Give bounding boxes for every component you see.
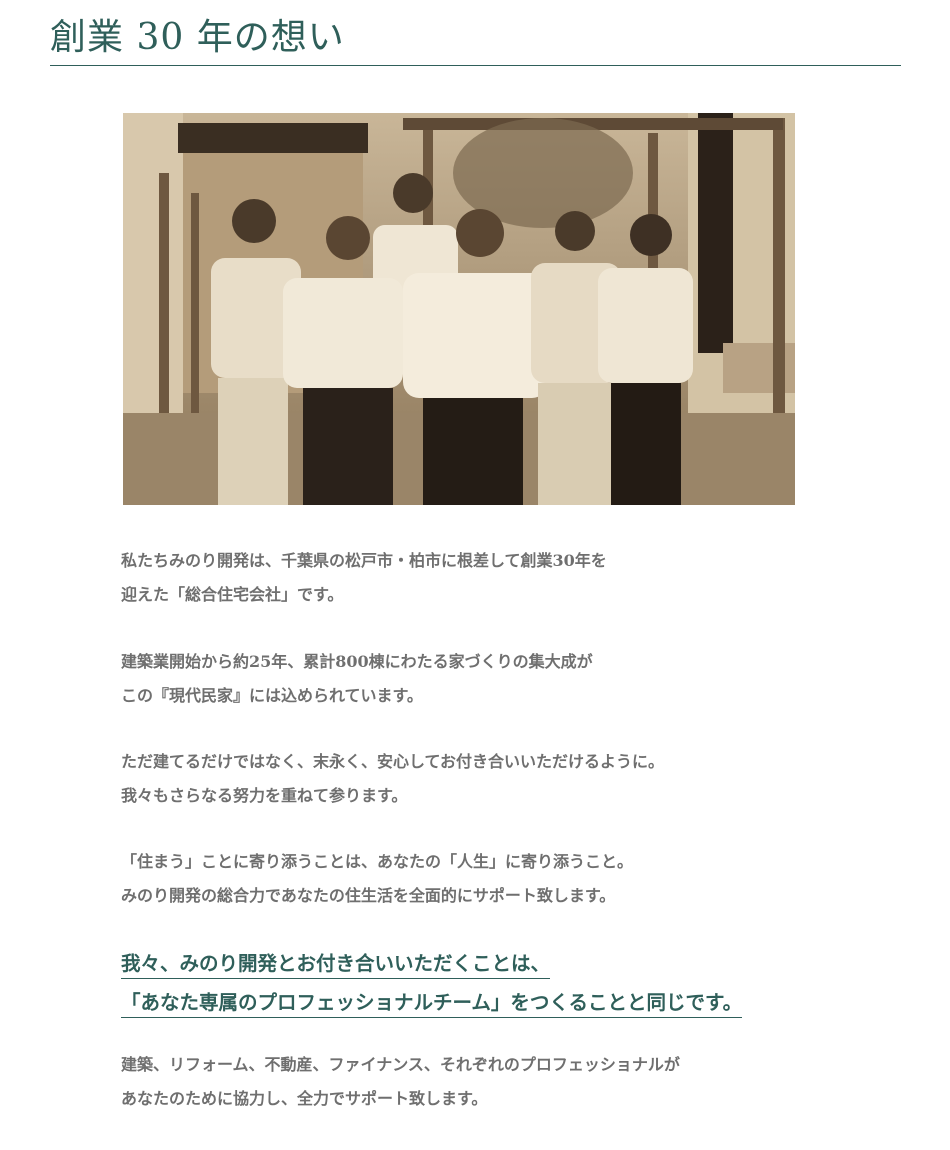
paragraph-1-line-1: 私たちみのり開発は、千葉県の松戸市・柏市に根差して創業30年を (121, 551, 607, 570)
page-title: 創業 30 年の想い (50, 17, 345, 58)
closing-line-1: 建築、リフォーム、不動産、ファイナンス、それぞれのプロフェッショナルが (121, 1055, 680, 1074)
highlight-line-1: 我々、みのり開発とお付き合いいただくことは、 (121, 947, 551, 979)
paragraph-2-line-2: この『現代民家』には込められています。 (121, 686, 423, 705)
closing-paragraph: 建築、リフォーム、不動産、ファイナンス、それぞれのプロフェッショナルが あなたの… (121, 1048, 680, 1116)
highlight-line-2: 「あなた専属のプロフェッショナルチーム」をつくることと同じです。 (121, 986, 743, 1018)
paragraph-3: ただ建てるだけではなく、末永く、安心してお付き合いいただけるように。 我々もさら… (121, 745, 664, 813)
paragraph-1: 私たちみのり開発は、千葉県の松戸市・柏市に根差して創業30年を 迎えた「総合住宅… (121, 544, 607, 612)
paragraph-3-line-2: 我々もさらなる努力を重ねて参ります。 (121, 786, 408, 805)
paragraph-4-line-2: みのり開発の総合力であなたの住生活を全面的にサポート致します。 (121, 886, 616, 905)
title-divider (50, 65, 901, 66)
paragraph-1-line-2: 迎えた「総合住宅会社」です。 (121, 585, 344, 604)
staff-group-photo (123, 113, 795, 505)
paragraph-2: 建築業開始から約25年、累計800棟にわたる家づくりの集大成が この『現代民家』… (121, 645, 593, 713)
closing-line-2: あなたのために協力し、全力でサポート致します。 (121, 1089, 488, 1108)
paragraph-2-line-1: 建築業開始から約25年、累計800棟にわたる家づくりの集大成が (121, 652, 593, 671)
paragraph-4-line-1: 「住まう」ことに寄り添うことは、あなたの「人生」に寄り添うこと。 (121, 852, 634, 871)
paragraph-3-line-1: ただ建てるだけではなく、末永く、安心してお付き合いいただけるように。 (121, 752, 665, 771)
paragraph-4: 「住まう」ことに寄り添うことは、あなたの「人生」に寄り添うこと。 みのり開発の総… (121, 845, 633, 913)
